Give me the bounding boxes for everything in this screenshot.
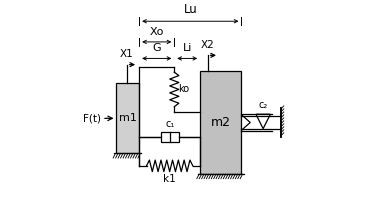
Text: c₂: c₂ (258, 100, 268, 110)
Text: m2: m2 (211, 116, 231, 129)
Text: Xo: Xo (150, 27, 164, 37)
Bar (200, 71, 241, 174)
Text: ko: ko (178, 84, 190, 94)
Text: F(t): F(t) (83, 113, 101, 123)
Text: Li: Li (183, 43, 192, 53)
Text: c₁: c₁ (165, 119, 174, 129)
Text: Lu: Lu (183, 3, 197, 16)
Text: k1: k1 (163, 174, 176, 184)
Text: G: G (152, 43, 161, 53)
Bar (160, 132, 179, 142)
Text: X1: X1 (120, 49, 134, 59)
Text: m1: m1 (119, 113, 137, 123)
Text: X2: X2 (201, 40, 214, 50)
Bar (116, 83, 139, 153)
